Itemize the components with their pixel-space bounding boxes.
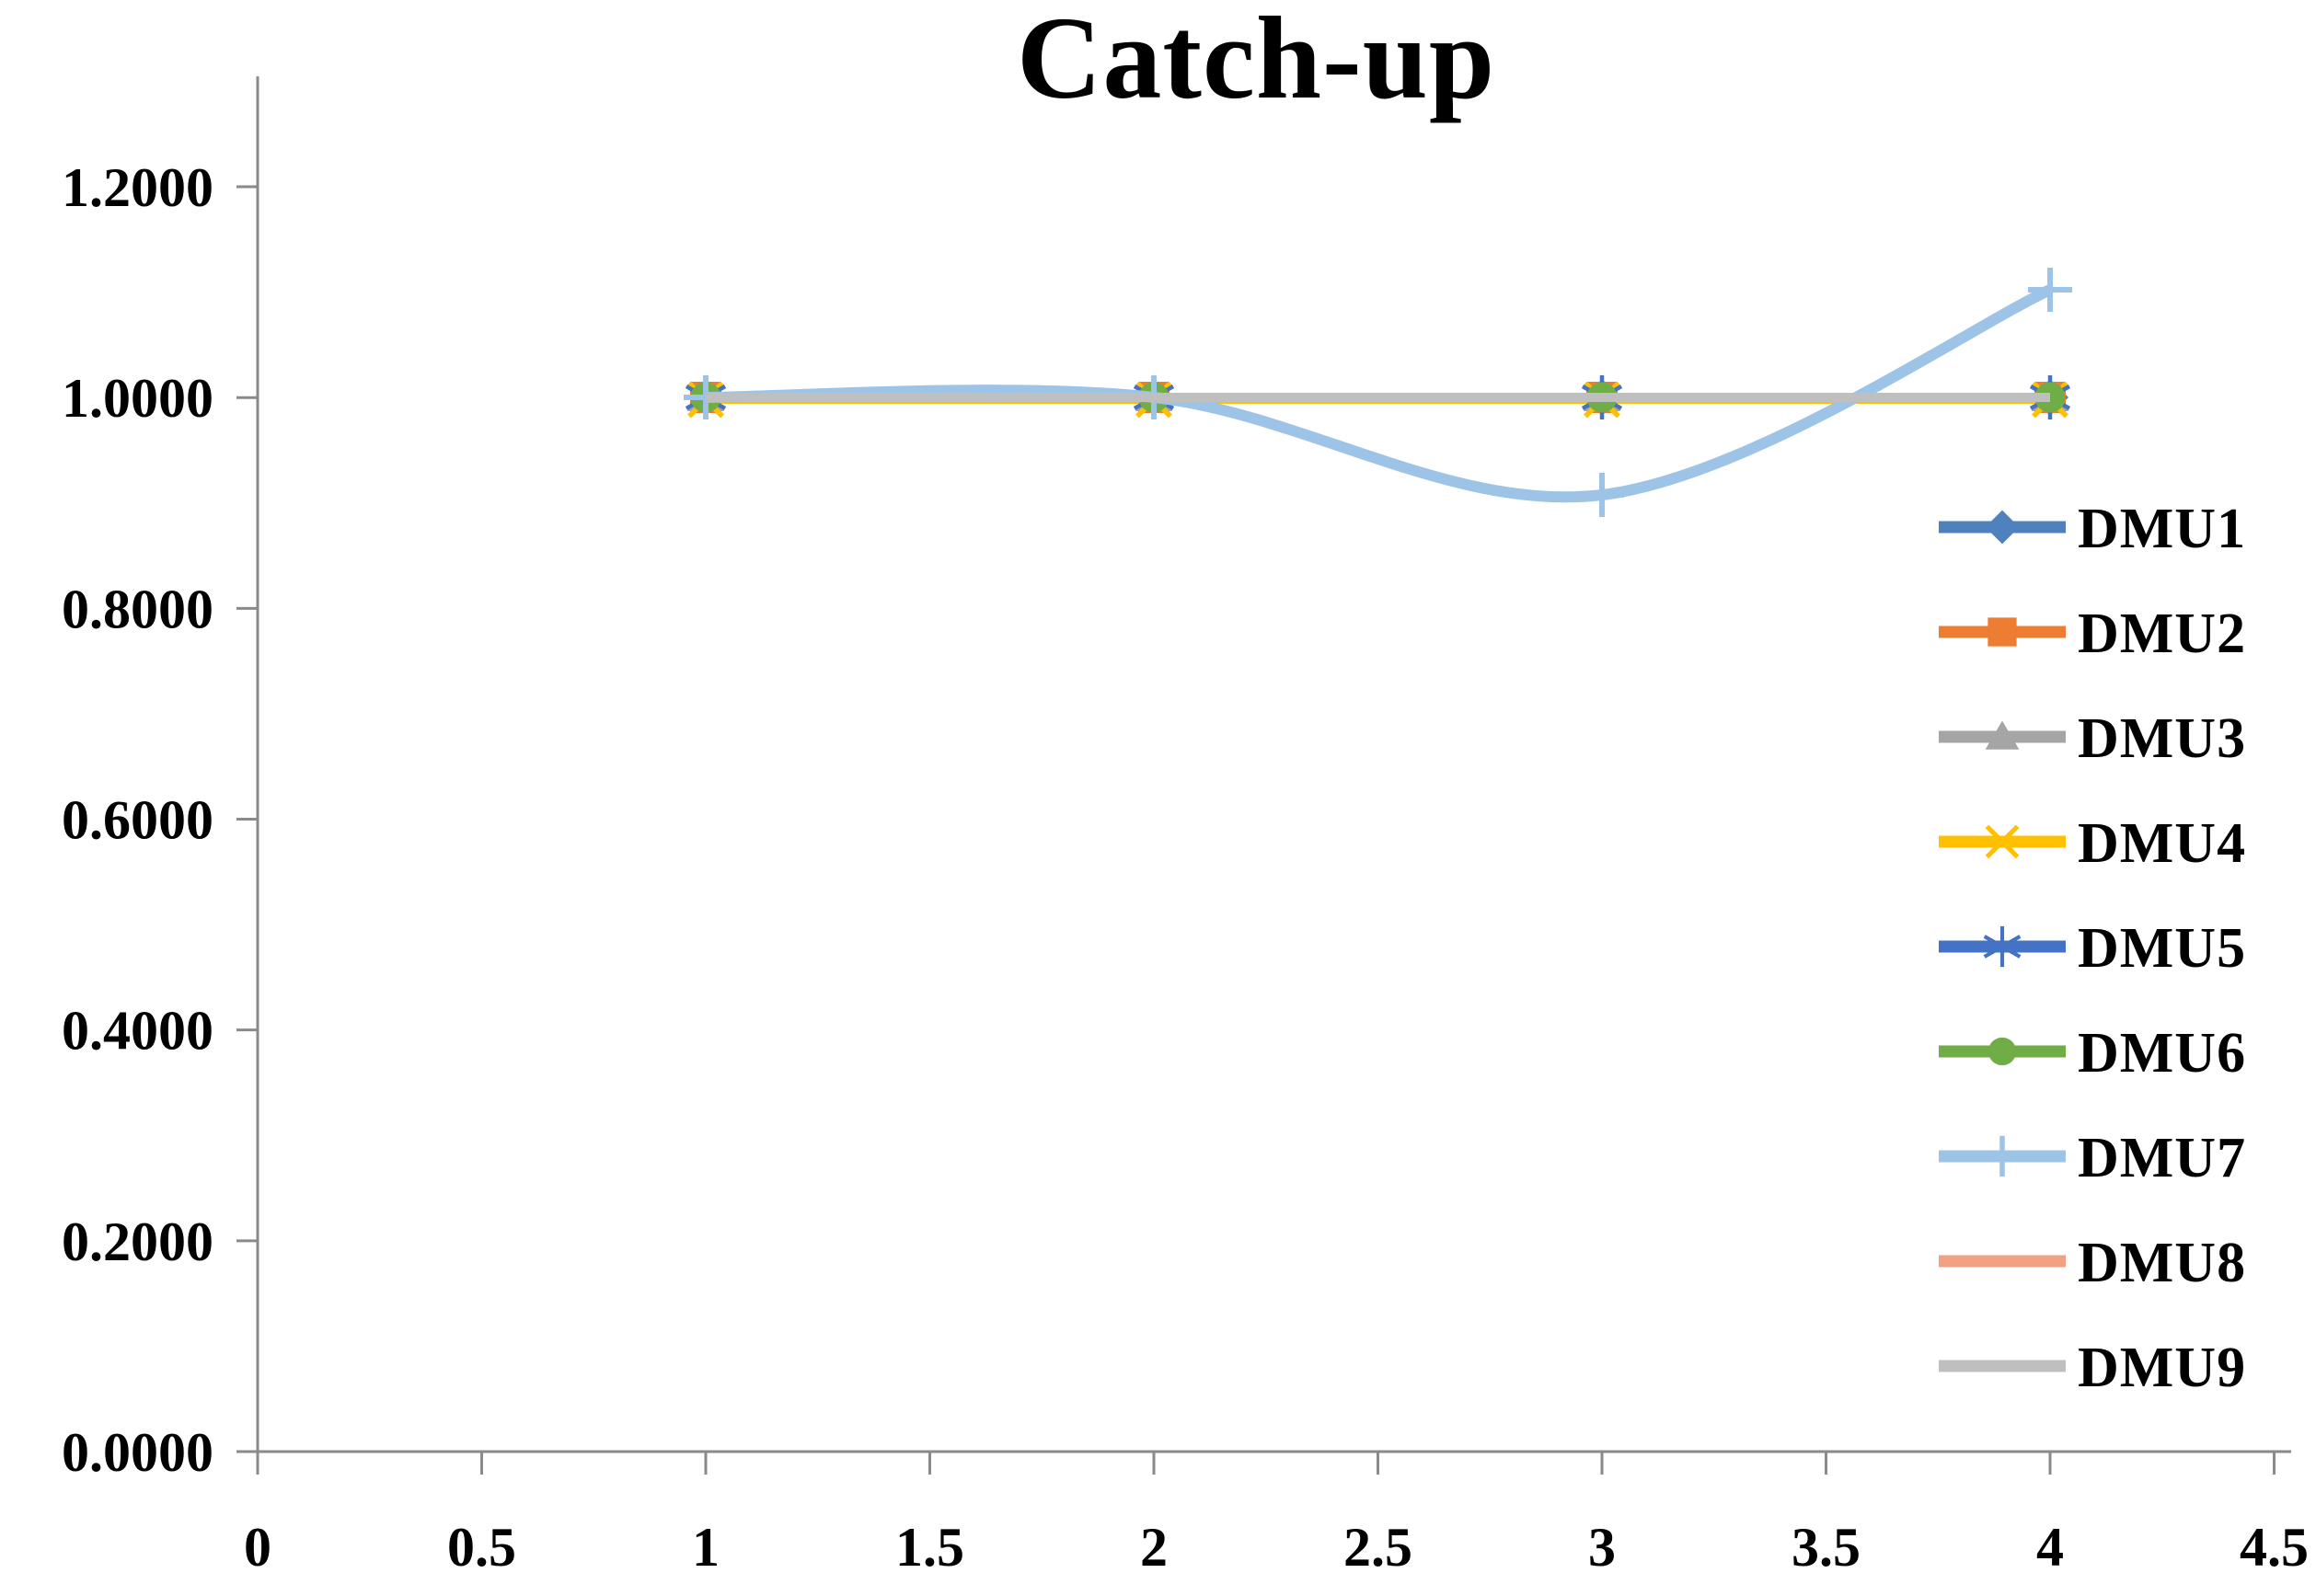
square-marker <box>1988 617 2017 647</box>
legend-item-dmu7: DMU7 <box>1939 1127 2246 1189</box>
triangle-marker <box>1985 720 2020 750</box>
plus-marker <box>2028 268 2072 312</box>
x-tick-label: 2.5 <box>1343 1517 1412 1578</box>
y-tick-label: 0.8000 <box>62 579 213 639</box>
x-tick-label: 3.5 <box>1792 1517 1861 1578</box>
x-tick-label: 0 <box>244 1517 271 1578</box>
x-tick-label: 1 <box>692 1517 720 1578</box>
legend-label: DMU1 <box>2078 498 2246 560</box>
legend-item-dmu8: DMU8 <box>1939 1232 2246 1294</box>
x-tick-label: 3 <box>1588 1517 1616 1578</box>
x-tick-label: 0.5 <box>447 1517 516 1578</box>
plot-series <box>684 268 2072 517</box>
legend-item-dmu3: DMU3 <box>1939 707 2246 770</box>
legend-label: DMU6 <box>2078 1022 2246 1085</box>
legend-label: DMU9 <box>2078 1337 2246 1399</box>
legend-item-dmu9: DMU9 <box>1939 1337 2246 1399</box>
series-dmu7 <box>684 268 2072 517</box>
legend-item-dmu2: DMU2 <box>1939 603 2246 665</box>
legend-label: DMU3 <box>2078 707 2246 770</box>
chart-title: Catch-up <box>1017 0 1495 123</box>
legend-label: DMU7 <box>2078 1127 2246 1189</box>
x-tick-label: 2 <box>1140 1517 1168 1578</box>
x-marker <box>1985 824 2020 859</box>
legend-item-dmu1: DMU1 <box>1939 498 2246 560</box>
legend-label: DMU5 <box>2078 917 2246 980</box>
asterisk-marker <box>1983 925 2022 968</box>
x-tick-label: 4.5 <box>2240 1517 2309 1578</box>
plus-marker <box>1981 1135 2023 1177</box>
legend: DMU1 DMU2 DMU3 DMU4 DMU5 DMU6 DMU7 DMU8 DMU9 <box>1939 498 2246 1399</box>
legend-item-dmu4: DMU4 <box>1939 812 2246 875</box>
y-tick-label: 1.0000 <box>62 368 213 429</box>
legend-label: DMU4 <box>2078 812 2246 875</box>
legend-label: DMU2 <box>2078 603 2246 665</box>
y-tick-label: 0.0000 <box>62 1422 213 1483</box>
legend-item-dmu5: DMU5 <box>1939 917 2246 980</box>
legend-item-dmu6: DMU6 <box>1939 1022 2246 1085</box>
y-tick-label: 0.6000 <box>62 790 213 851</box>
plus-marker <box>1580 473 1624 517</box>
axes: 0.0000 0.2000 0.4000 0.6000 0.8000 1.0000 1.20… <box>62 76 2309 1578</box>
x-tick-label: 1.5 <box>895 1517 964 1578</box>
y-tick-label: 1.2000 <box>62 157 213 218</box>
y-tick-label: 0.2000 <box>62 1211 213 1272</box>
diamond-marker <box>1985 510 2020 545</box>
legend-label: DMU8 <box>2078 1232 2246 1294</box>
circle-marker <box>1988 1037 2017 1066</box>
y-tick-label: 0.4000 <box>62 1001 213 1062</box>
x-tick-label: 4 <box>2036 1517 2064 1578</box>
